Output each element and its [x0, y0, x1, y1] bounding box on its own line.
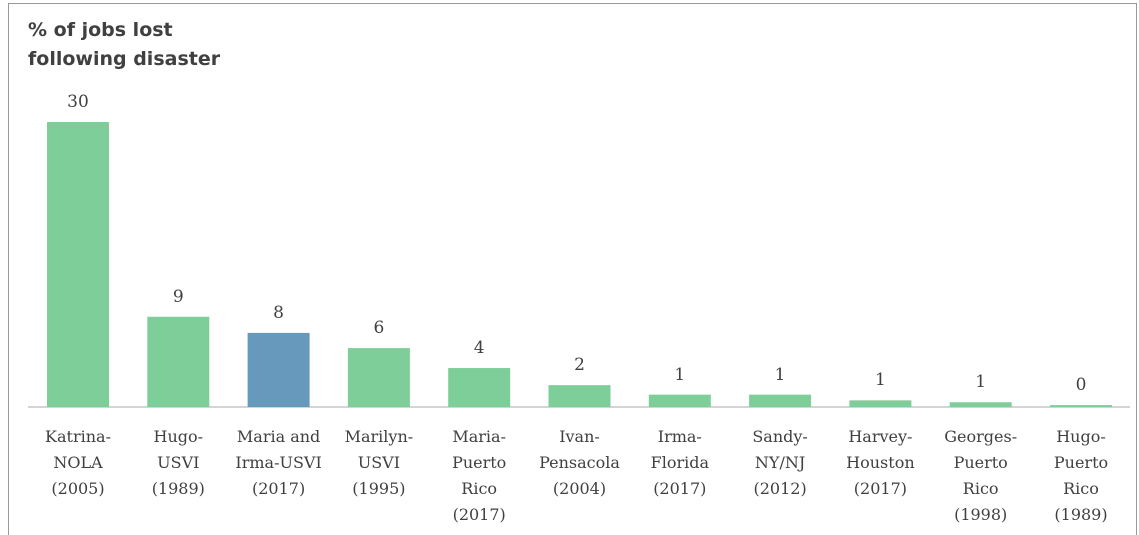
bar [648, 394, 711, 407]
data-label: 6 [373, 318, 385, 339]
chart-title: % of jobs lost following disaster [28, 19, 221, 70]
data-label: 30 [67, 92, 89, 112]
bar [749, 394, 812, 407]
bar [247, 332, 310, 407]
bar [949, 402, 1012, 407]
data-label: 2 [574, 355, 585, 376]
x-tick-label: Katrina- NOLA (2005) [45, 427, 111, 498]
bar [347, 348, 410, 407]
data-label: 9 [172, 286, 184, 307]
x-tick-label: Maria- Puerto Rico (2017) [452, 427, 507, 524]
data-label: 8 [273, 302, 284, 323]
bar [47, 122, 109, 407]
x-tick-label: Marilyn- USVI (1995) [344, 427, 414, 498]
data-label: 1 [674, 364, 686, 385]
bar [548, 385, 611, 407]
x-tick-label: Sandy- NY/NJ (2012) [752, 427, 808, 498]
data-label: 4 [473, 338, 485, 359]
frame [8, 3, 1137, 535]
data-label: 1 [774, 364, 786, 385]
x-tick-label: Harvey- Houston (2017) [846, 427, 915, 498]
x-tick-label: Georges- Puerto Rico (1998) [944, 427, 1018, 524]
bar [849, 400, 912, 407]
x-tick-label: Maria and Irma-USVI (2017) [235, 427, 322, 498]
data-label: 0 [1075, 375, 1087, 396]
bar [147, 316, 210, 407]
x-tick-label: Irma- Florida (2017) [650, 427, 709, 498]
data-label: 1 [975, 372, 987, 393]
x-tick-label: Hugo- Puerto Rico (1989) [1053, 427, 1109, 524]
bar [448, 368, 511, 407]
bar [1050, 405, 1112, 407]
data-label: 1 [874, 370, 886, 391]
x-tick-label: Ivan- Pensacola (2004) [539, 427, 620, 498]
x-tick-label: Hugo- USVI (1989) [151, 427, 205, 498]
